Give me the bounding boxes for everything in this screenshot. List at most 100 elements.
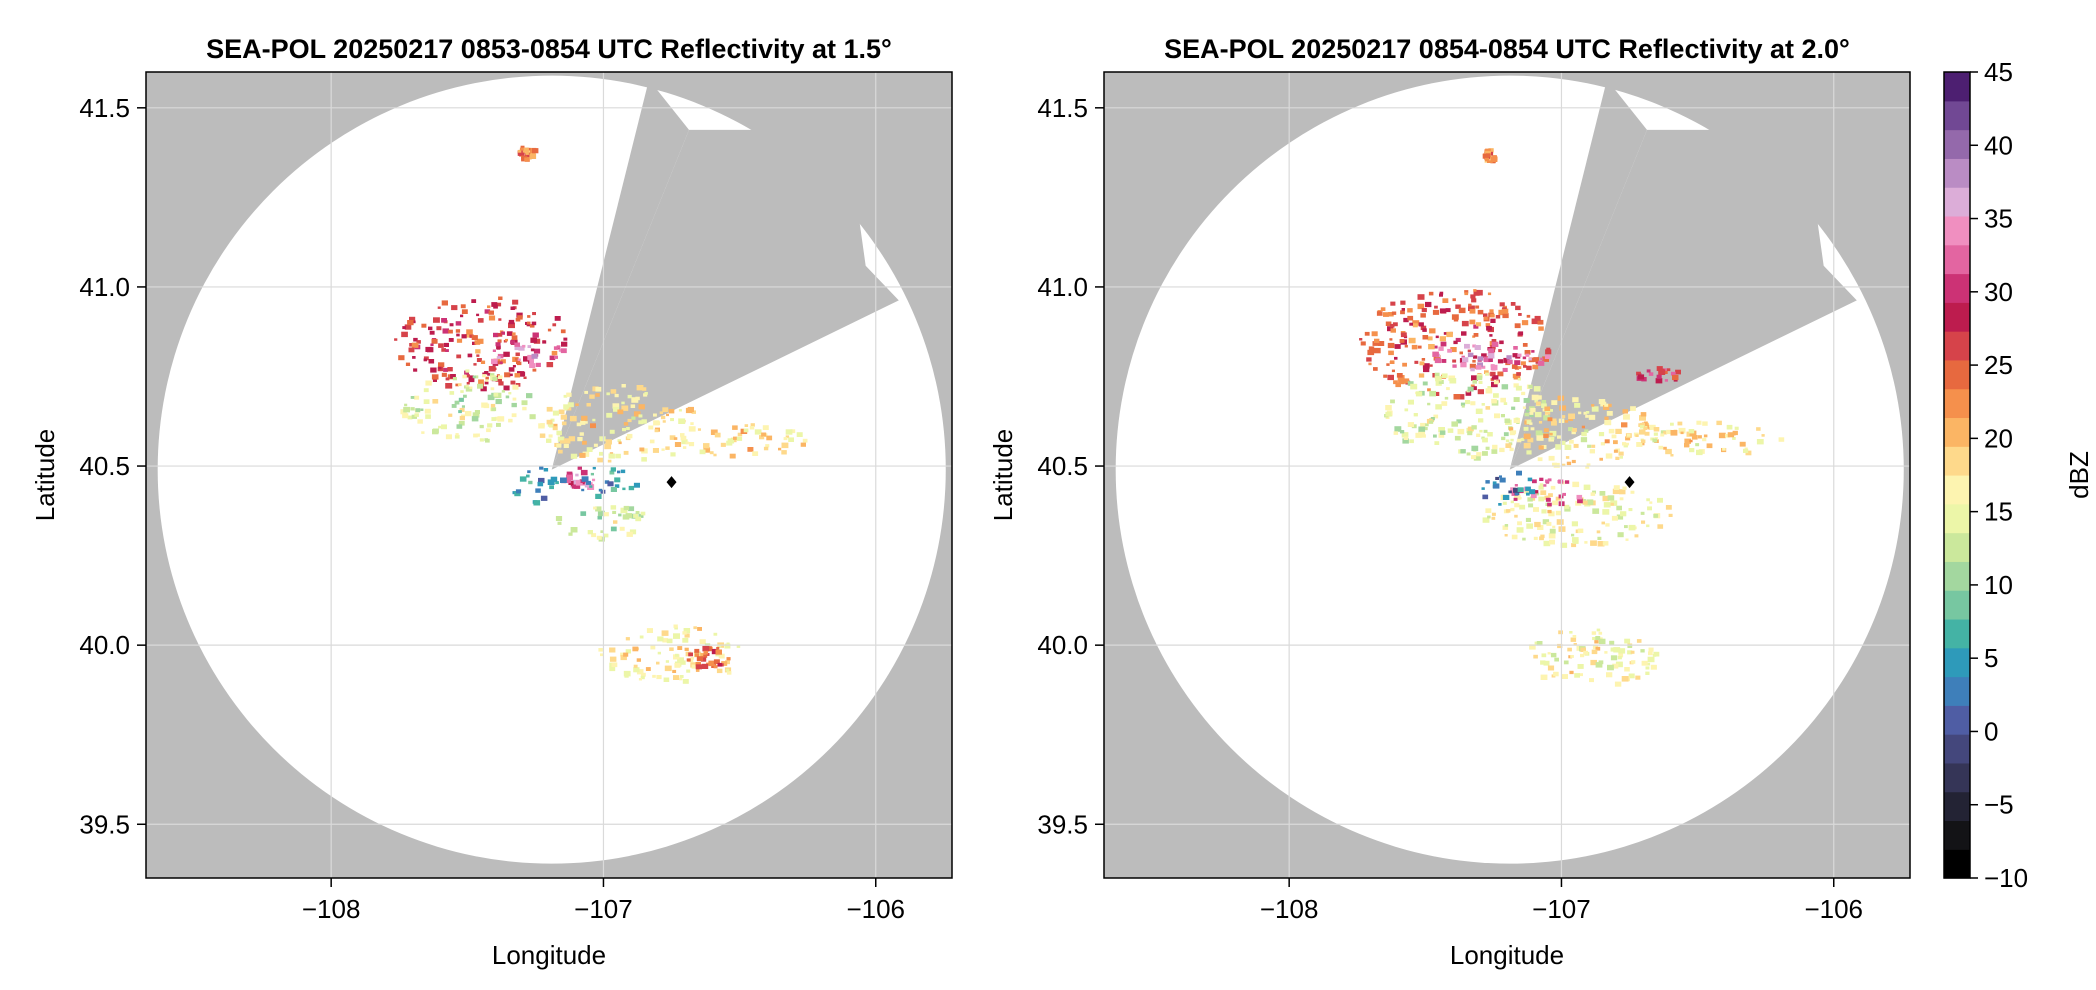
echo-pixel — [1453, 394, 1461, 400]
colorbar-tick-label: −10 — [1984, 863, 2028, 893]
echo-pixel — [529, 414, 536, 420]
echo-pixel — [716, 668, 723, 674]
echo-pixel — [1538, 445, 1544, 450]
echo-pixel — [1584, 541, 1588, 544]
echo-pixel — [1433, 414, 1439, 419]
echo-pixel — [1589, 678, 1594, 683]
echo-pixel — [494, 416, 500, 421]
echo-pixel — [1491, 381, 1498, 388]
echo-pixel — [1647, 656, 1655, 663]
echo-pixel — [1517, 521, 1522, 526]
colorbar-bin — [1944, 72, 1970, 102]
echo-pixel — [1518, 331, 1524, 336]
echo-pixel — [1650, 437, 1655, 441]
echo-pixel — [1574, 403, 1581, 408]
echo-pixel — [1557, 435, 1562, 439]
echo-pixel — [1393, 431, 1399, 435]
echo-pixel — [1514, 492, 1519, 496]
echo-pixel — [404, 324, 412, 330]
echo-pixel — [1544, 406, 1551, 411]
echo-pixel — [737, 432, 743, 437]
echo-pixel — [448, 338, 454, 342]
echo-pixel — [1702, 437, 1707, 442]
colorbar-bin — [1944, 302, 1970, 332]
echo-pixel — [785, 429, 793, 435]
echo-pixel — [752, 451, 759, 456]
echo-pixel — [1461, 331, 1467, 336]
echo-cluster — [517, 145, 539, 162]
echo-pixel — [620, 469, 626, 474]
echo-pixel — [1670, 371, 1676, 376]
echo-pixel — [1607, 495, 1615, 501]
echo-pixel — [576, 422, 582, 427]
echo-pixel — [1560, 542, 1568, 548]
echo-pixel — [1523, 426, 1529, 431]
echo-pixel — [1666, 429, 1672, 435]
echo-pixel — [690, 657, 694, 660]
echo-pixel — [487, 305, 491, 309]
echo-pixel — [800, 442, 806, 447]
echo-pixel — [656, 661, 660, 665]
echo-cluster — [1481, 470, 1536, 506]
echo-pixel — [1403, 436, 1409, 440]
echo-pixel — [1519, 504, 1526, 510]
echo-pixel — [436, 326, 442, 331]
echo-pixel — [474, 375, 479, 379]
echo-pixel — [636, 669, 644, 675]
echo-pixel — [630, 404, 636, 408]
echo-pixel — [614, 484, 620, 488]
echo-pixel — [1573, 443, 1579, 448]
blocked-sector — [1509, 79, 1648, 470]
echo-pixel — [1505, 443, 1512, 448]
echo-pixel — [1511, 406, 1516, 410]
echo-pixel — [1531, 350, 1535, 353]
station-marker — [666, 476, 677, 489]
echo-pixel — [1422, 363, 1430, 369]
echo-pixel — [464, 411, 472, 417]
echo-pixel — [1590, 492, 1596, 496]
echo-pixel — [1472, 386, 1477, 391]
echo-pixel — [1576, 494, 1583, 500]
echo-pixel — [443, 342, 449, 347]
echo-pixel — [1607, 664, 1614, 671]
echo-pixel — [652, 674, 656, 678]
echo-pixel — [1407, 308, 1413, 313]
echo-pixel — [1535, 492, 1540, 496]
echo-pixel — [1602, 541, 1609, 546]
echo-pixel — [1636, 371, 1641, 376]
echo-pixel — [673, 675, 680, 680]
echo-pixel — [1457, 394, 1465, 400]
echo-pixel — [566, 474, 573, 481]
echo-pixel — [563, 443, 569, 448]
echo-pixel — [1482, 437, 1488, 443]
echo-pixel — [635, 516, 642, 522]
echo-pixel — [1595, 636, 1601, 640]
echo-pixel — [1487, 515, 1491, 519]
echo-pixel — [1546, 521, 1552, 526]
echo-pixel — [1552, 500, 1558, 506]
echo-pixel — [1395, 382, 1401, 388]
echo-pixel — [633, 482, 640, 488]
echo-pixel — [1516, 527, 1524, 533]
echo-pixel — [693, 626, 697, 630]
echo-pixel — [1493, 393, 1499, 398]
reflectivity-panel-1p5: −108 −107 −106 39.5 40.0 40.5 41.0 41.5 SEA-POL … — [30, 34, 953, 970]
echo-pixel — [552, 323, 557, 327]
echo-pixel — [1422, 335, 1429, 340]
echo-pixel — [1409, 439, 1414, 444]
echo-pixel — [511, 335, 518, 340]
echo-pixel — [496, 356, 501, 360]
echo-pixel — [409, 316, 416, 322]
echo-pixel — [1532, 364, 1539, 370]
colorbar-bin — [1944, 849, 1970, 879]
echo-cluster — [673, 423, 808, 459]
blocked-sector — [551, 79, 690, 470]
echo-pixel — [641, 387, 647, 391]
echo-pixel — [1455, 304, 1461, 309]
echo-pixel — [620, 507, 628, 514]
echo-pixel — [1563, 660, 1569, 665]
echo-pixel — [694, 653, 700, 657]
echo-pixel — [1513, 417, 1520, 423]
echo-pixel — [646, 628, 653, 633]
echo-pixel — [1604, 416, 1609, 420]
